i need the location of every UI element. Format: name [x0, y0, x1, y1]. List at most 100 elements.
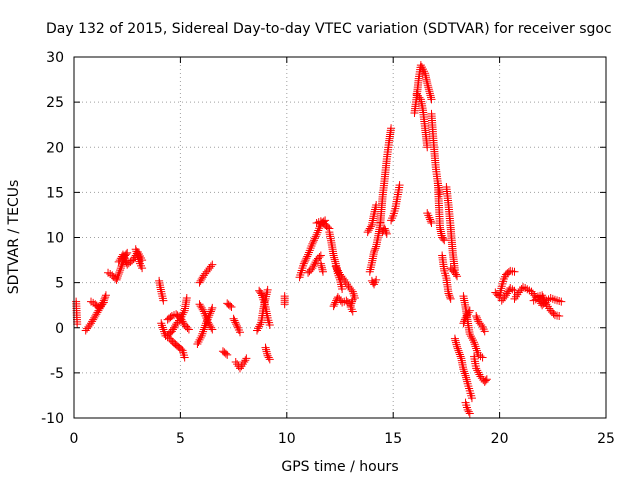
data-point — [304, 250, 313, 259]
data-point — [202, 314, 211, 323]
data-point — [472, 364, 481, 373]
data-point — [295, 273, 304, 282]
data-point — [135, 257, 144, 266]
data-point — [168, 325, 177, 334]
data-point — [348, 287, 357, 296]
data-point — [371, 244, 380, 253]
data-point — [427, 95, 436, 104]
data-point — [115, 256, 124, 265]
data-point — [445, 293, 454, 302]
data-point — [256, 288, 265, 297]
data-point — [265, 321, 274, 330]
data-point — [92, 310, 101, 319]
data-point — [301, 256, 310, 265]
y-tick-label: 15 — [46, 185, 64, 201]
data-point — [312, 230, 321, 239]
data-point — [333, 266, 342, 275]
data-point — [315, 253, 324, 262]
data-point — [546, 293, 555, 302]
data-point — [227, 302, 236, 311]
data-point — [296, 268, 305, 277]
y-tick-label: 25 — [46, 95, 64, 111]
data-point — [114, 257, 123, 266]
data-point — [205, 320, 214, 329]
data-point — [425, 89, 434, 98]
data-point — [331, 262, 340, 271]
data-point — [158, 292, 167, 301]
data-point — [116, 264, 125, 273]
data-point — [471, 342, 480, 351]
data-point — [350, 293, 359, 302]
x-tick-label: 10 — [278, 431, 296, 447]
data-point — [204, 318, 213, 327]
data-point — [529, 296, 538, 305]
data-point — [262, 347, 271, 356]
data-point — [197, 331, 206, 340]
data-point — [195, 300, 204, 309]
y-tick-label: 20 — [46, 140, 64, 156]
data-point — [240, 358, 249, 367]
data-point — [196, 302, 205, 311]
data-point — [534, 295, 543, 304]
data-point — [465, 330, 474, 339]
data-point — [233, 321, 242, 330]
data-point — [263, 351, 272, 360]
data-point — [549, 309, 558, 318]
data-point — [157, 321, 166, 330]
data-point — [242, 354, 251, 363]
data-point — [167, 312, 176, 321]
data-point — [423, 81, 432, 90]
data-point — [87, 319, 96, 328]
grid-lines — [74, 57, 606, 418]
x-tick-label: 25 — [597, 431, 615, 447]
data-point — [256, 320, 265, 329]
data-point — [318, 267, 327, 276]
data-point — [314, 226, 323, 235]
data-point — [454, 346, 463, 355]
data-point — [263, 285, 272, 294]
data-point — [555, 296, 564, 305]
data-point — [424, 83, 433, 92]
data-point — [420, 67, 429, 76]
data-point — [257, 289, 266, 298]
data-point — [329, 302, 338, 311]
data-point — [305, 246, 314, 255]
data-point — [206, 321, 215, 330]
data-point — [472, 312, 481, 321]
data-point — [303, 252, 312, 261]
data-point — [467, 334, 476, 343]
data-point — [470, 340, 479, 349]
data-point — [304, 248, 313, 257]
data-point — [460, 369, 469, 378]
data-point — [543, 302, 552, 311]
data-point — [157, 319, 166, 328]
data-point — [508, 285, 517, 294]
data-point — [539, 293, 548, 302]
data-point — [200, 309, 209, 318]
data-point — [113, 272, 122, 281]
data-point — [99, 298, 108, 307]
data-point — [157, 289, 166, 298]
data-point — [134, 253, 143, 262]
data-point — [347, 285, 356, 294]
data-point — [451, 338, 460, 347]
y-tick-label: -10 — [41, 411, 64, 427]
data-point — [316, 251, 325, 260]
data-point — [203, 316, 212, 325]
data-point — [310, 234, 319, 243]
data-point — [367, 261, 376, 270]
data-point — [453, 342, 462, 351]
y-tick-label: 30 — [46, 50, 64, 66]
data-point — [201, 311, 210, 320]
data-point — [93, 308, 102, 317]
data-point — [104, 268, 113, 277]
data-point — [87, 297, 96, 306]
data-point — [382, 229, 391, 238]
data-point — [183, 324, 192, 333]
data-point — [366, 263, 375, 272]
data-point — [263, 349, 272, 358]
data-point — [542, 296, 551, 305]
data-point — [235, 364, 244, 373]
data-point — [196, 333, 205, 342]
